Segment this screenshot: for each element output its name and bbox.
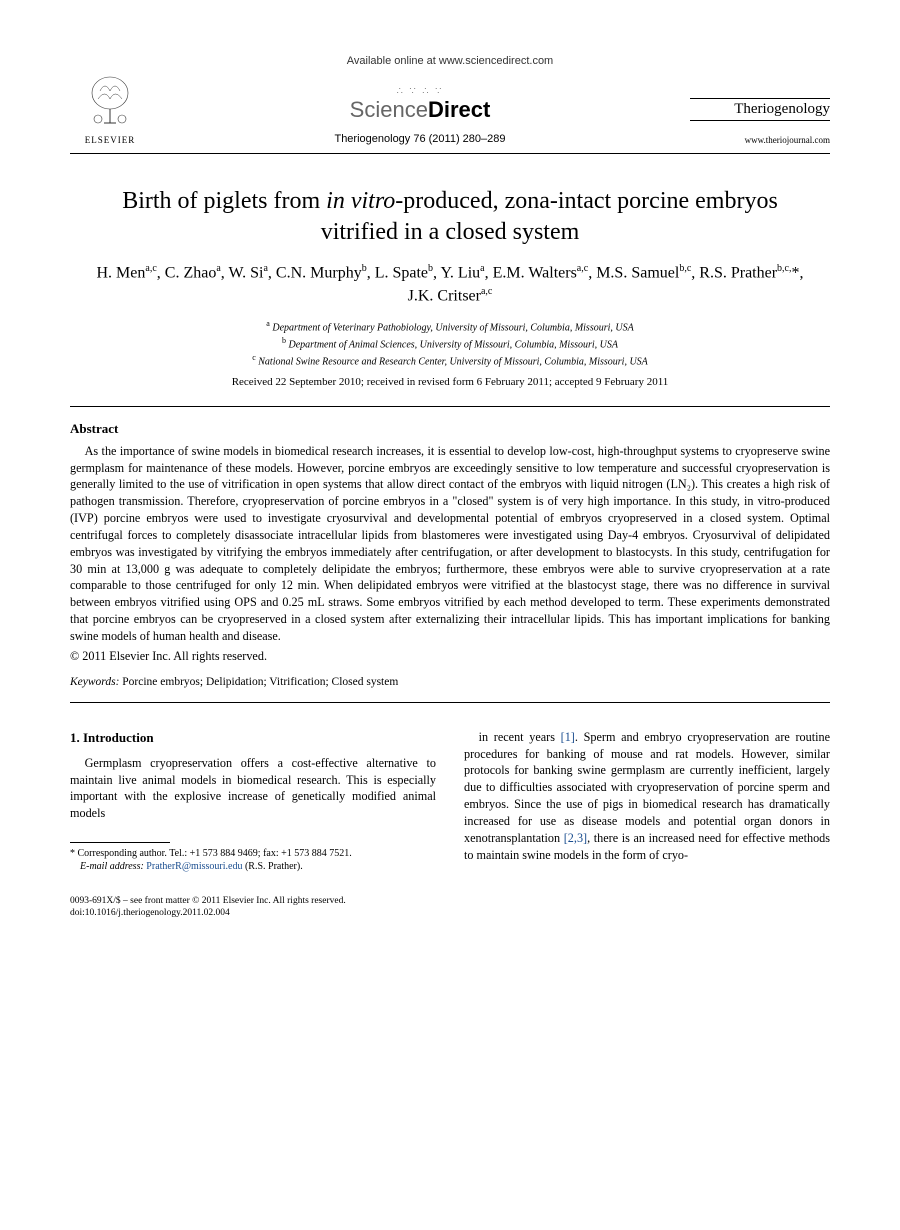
title-italic: in vitro [326,188,395,214]
section-1-heading: 1. Introduction [70,729,436,747]
journal-reference: Theriogenology 76 (2011) 280–289 [150,133,690,145]
elsevier-tree-icon [80,71,140,131]
affiliation-c: c National Swine Resource and Research C… [70,352,830,369]
corresponding-footnote: * Corresponding author. Tel.: +1 573 884… [70,847,436,860]
copyright-line: © 2011 Elsevier Inc. All rights reserved… [70,649,830,664]
affiliation-b: b Department of Animal Sciences, Univers… [70,335,830,352]
article-title: Birth of piglets from in vitro-produced,… [100,186,800,248]
elsevier-logo-block: ELSEVIER [70,71,150,145]
doi-line: doi:10.1016/j.theriogenology.2011.02.004 [70,907,346,919]
keywords-line: Keywords: Porcine embryos; Delipidation;… [70,676,830,688]
column-right: in recent years [1]. Sperm and embryo cr… [464,729,830,873]
intro-para-left: Germplasm cryopreservation offers a cost… [70,755,436,822]
author-list: H. Mena,c, C. Zhaoa, W. Sia, C.N. Murphy… [90,262,810,307]
ref-1[interactable]: [1] [561,730,575,744]
column-left: 1. Introduction Germplasm cryopreservati… [70,729,436,873]
journal-block: Theriogenology www.theriojournal.com [690,98,830,145]
rule-bottom [70,702,830,703]
abstract-body: As the importance of swine models in bio… [70,443,830,645]
rule-top [70,406,830,407]
email-label: E-mail address: [80,861,144,872]
body-columns: 1. Introduction Germplasm cryopreservati… [70,729,830,873]
center-header: ∴ ∵ ∴ ∵ ScienceDirect Theriogenology 76 … [150,86,690,145]
title-pre: Birth of piglets from [122,188,326,214]
affiliations: a Department of Veterinary Pathobiology,… [70,318,830,370]
issn-line: 0093-691X/$ – see front matter © 2011 El… [70,895,346,907]
sd-direct: Direct [428,97,490,122]
footnote-rule [70,842,170,843]
sd-science: Science [350,97,428,122]
sciencedirect-logo: ∴ ∵ ∴ ∵ ScienceDirect [350,86,491,123]
article-page: Available online at www.sciencedirect.co… [0,0,900,960]
header-row: ELSEVIER ∴ ∵ ∴ ∵ ScienceDirect Theriogen… [70,71,830,154]
abstract-heading: Abstract [70,421,830,437]
elsevier-text: ELSEVIER [70,135,150,145]
email-address[interactable]: PratherR@missouri.edu [146,861,242,872]
email-footnote: E-mail address: PratherR@missouri.edu (R… [70,860,436,873]
email-tail: (R.S. Prather). [245,861,303,872]
footer-left: 0093-691X/$ – see front matter © 2011 El… [70,895,346,920]
article-dates: Received 22 September 2010; received in … [70,376,830,388]
journal-name: Theriogenology [690,98,830,121]
sd-dots-icon: ∴ ∵ ∴ ∵ [350,86,491,97]
journal-url: www.theriojournal.com [690,135,830,145]
keywords-label: Keywords: [70,676,119,688]
keywords-values: Porcine embryos; Delipidation; Vitrifica… [122,676,398,688]
availability-banner: Available online at www.sciencedirect.co… [70,55,830,67]
affiliation-a: a Department of Veterinary Pathobiology,… [70,318,830,335]
footer-bar: 0093-691X/$ – see front matter © 2011 El… [70,895,830,920]
ref-2-3[interactable]: [2,3] [564,831,587,845]
intro-para-right: in recent years [1]. Sperm and embryo cr… [464,729,830,864]
